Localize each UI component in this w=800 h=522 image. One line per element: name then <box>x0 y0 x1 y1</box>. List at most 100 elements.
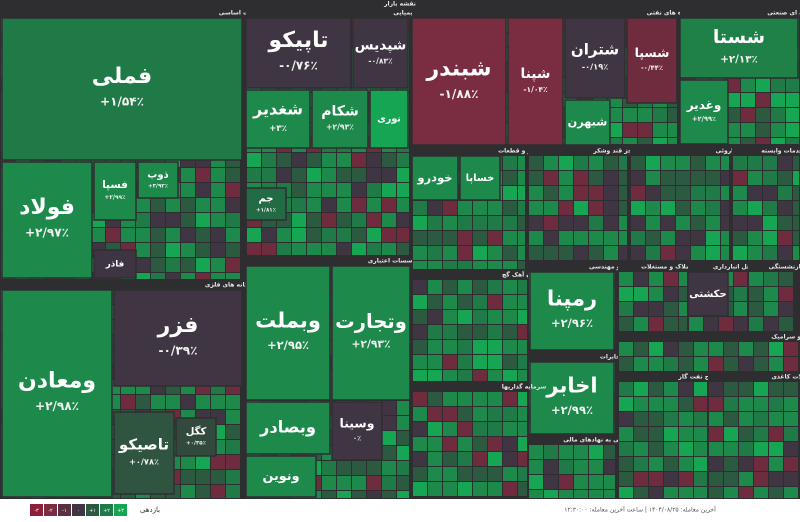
stock-tile <box>1 17 243 161</box>
small-tile <box>488 295 502 309</box>
small-tile <box>631 186 645 200</box>
small-tile <box>196 168 210 182</box>
small-tile <box>428 422 442 436</box>
small-tile <box>397 183 409 197</box>
stock-name: فملی <box>92 64 152 89</box>
stock-tile <box>411 17 507 146</box>
small-tile <box>181 198 195 212</box>
legend-label: -۱ <box>62 508 67 514</box>
small-tile <box>559 445 573 459</box>
small-tile <box>763 171 777 185</box>
small-tile <box>413 261 427 269</box>
stock-change: +۳/۹۳٪ <box>148 184 168 190</box>
small-tile <box>694 487 707 498</box>
small-tile <box>413 325 427 339</box>
small-tile <box>382 168 396 182</box>
small-tile <box>529 460 543 474</box>
small-tile <box>196 470 210 484</box>
small-tile <box>307 213 321 227</box>
small-tile <box>749 272 763 286</box>
stock-tile <box>679 17 799 79</box>
small-tile <box>503 186 517 200</box>
small-tile <box>779 317 793 331</box>
small-tile <box>694 472 707 486</box>
small-tile <box>473 392 487 406</box>
small-tile <box>473 280 487 294</box>
small-tile <box>741 93 755 107</box>
stock-name: جم <box>258 194 273 205</box>
small-tile <box>784 487 798 498</box>
small-tile <box>473 437 487 451</box>
legend-label: -۲ <box>48 508 53 514</box>
small-tile <box>544 201 558 215</box>
small-tile <box>771 78 785 92</box>
small-tile <box>779 287 793 301</box>
small-tile <box>706 201 720 215</box>
small-tile <box>721 246 729 260</box>
small-tile <box>619 487 633 498</box>
small-tile <box>619 186 627 200</box>
small-tile <box>428 407 442 421</box>
small-tile <box>443 407 457 421</box>
small-tile <box>559 186 573 200</box>
small-tile <box>661 246 675 260</box>
small-tile <box>649 412 663 426</box>
small-tile <box>661 201 675 215</box>
small-tile <box>649 317 663 331</box>
small-tile <box>739 442 753 456</box>
small-tile <box>634 442 648 456</box>
sector: فعالیتهای کمکی به نهادهای مالی <box>528 435 661 499</box>
stock-name: شکام <box>321 103 358 119</box>
sector: مخابرات اخابر +۲/۹۹٪ <box>528 352 624 435</box>
small-tile <box>503 407 517 421</box>
small-tile <box>726 108 740 122</box>
small-tile <box>181 213 195 227</box>
small-tile <box>136 213 150 227</box>
small-tile <box>322 153 336 167</box>
small-tile <box>694 342 708 356</box>
small-tile <box>136 198 150 212</box>
small-tile <box>503 171 517 185</box>
small-tile <box>739 472 753 486</box>
sector: استخراج کانه های فلزی ومعادن +۲/۹۸٪ فزر -۰/۳… <box>0 280 275 499</box>
small-tile <box>443 340 457 354</box>
small-tile <box>352 183 366 197</box>
small-tile <box>706 231 720 245</box>
small-tile <box>634 287 648 301</box>
small-tile <box>689 317 703 331</box>
sector: انبوه سازی املاک و مستغلات <box>618 262 727 332</box>
small-tile <box>397 168 409 182</box>
small-tile <box>778 246 792 260</box>
stock-change: +۳٪ <box>269 124 287 134</box>
small-tile <box>769 397 783 411</box>
small-tile <box>382 183 396 197</box>
small-tile <box>631 246 645 260</box>
small-tile <box>778 186 792 200</box>
small-tile <box>706 216 720 230</box>
small-tile <box>646 156 660 170</box>
small-tile <box>397 198 409 212</box>
stock-tile <box>245 265 331 401</box>
small-tile <box>664 342 678 356</box>
sector-label: سرمایه گذاریها <box>502 383 547 391</box>
small-tile <box>733 156 747 170</box>
small-tile <box>413 295 427 309</box>
small-tile <box>196 258 210 272</box>
small-tile <box>443 437 457 451</box>
map-title: نقشه بازار <box>383 1 416 8</box>
small-tile <box>488 422 502 436</box>
stock-tile <box>1 161 93 279</box>
small-tile <box>518 186 525 200</box>
small-tile <box>322 228 336 242</box>
stock-name: ونوین <box>262 469 299 484</box>
sector: سیمان آهک گچ <box>412 270 546 382</box>
small-tile <box>262 243 276 255</box>
small-tile <box>503 392 517 406</box>
small-tile <box>413 310 427 324</box>
small-tile <box>619 216 627 230</box>
small-tile <box>721 231 729 245</box>
small-tile <box>226 168 240 182</box>
legend-swatch <box>44 504 57 516</box>
small-tile <box>337 213 351 227</box>
stock-tile <box>331 401 383 461</box>
